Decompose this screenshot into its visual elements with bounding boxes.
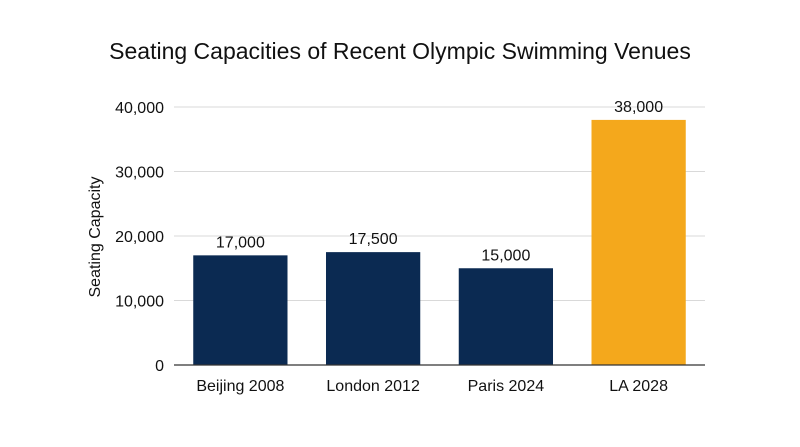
x-tick-label: London 2012 — [326, 378, 420, 395]
labels: 0 10,000 20,000 30,000 40,000 17,000 Beijing 2… — [87, 99, 668, 395]
bar-paris-2024 — [458, 268, 554, 365]
bars — [193, 119, 686, 366]
x-tick-label: Paris 2024 — [468, 378, 545, 395]
data-label: 38,000 — [614, 99, 663, 116]
y-axis-label: Seating Capacity — [87, 177, 104, 298]
data-label: 15,000 — [481, 247, 530, 264]
y-tick-label: 0 — [155, 358, 164, 375]
bar-la-2028 — [591, 119, 686, 366]
y-tick-label: 40,000 — [115, 100, 164, 117]
bar-beijing-2008 — [193, 255, 288, 365]
x-tick-label: Beijing 2008 — [196, 378, 284, 395]
data-label: 17,500 — [349, 231, 398, 248]
chart-title: Seating Capacities of Recent Olympic Swi… — [109, 38, 691, 64]
x-tick-label: LA 2028 — [609, 378, 668, 395]
y-tick-label: 30,000 — [115, 165, 164, 182]
y-tick-label: 20,000 — [115, 229, 164, 246]
bar-london-2012 — [325, 252, 421, 365]
y-tick-label: 10,000 — [115, 294, 164, 311]
data-label: 17,000 — [216, 234, 265, 251]
